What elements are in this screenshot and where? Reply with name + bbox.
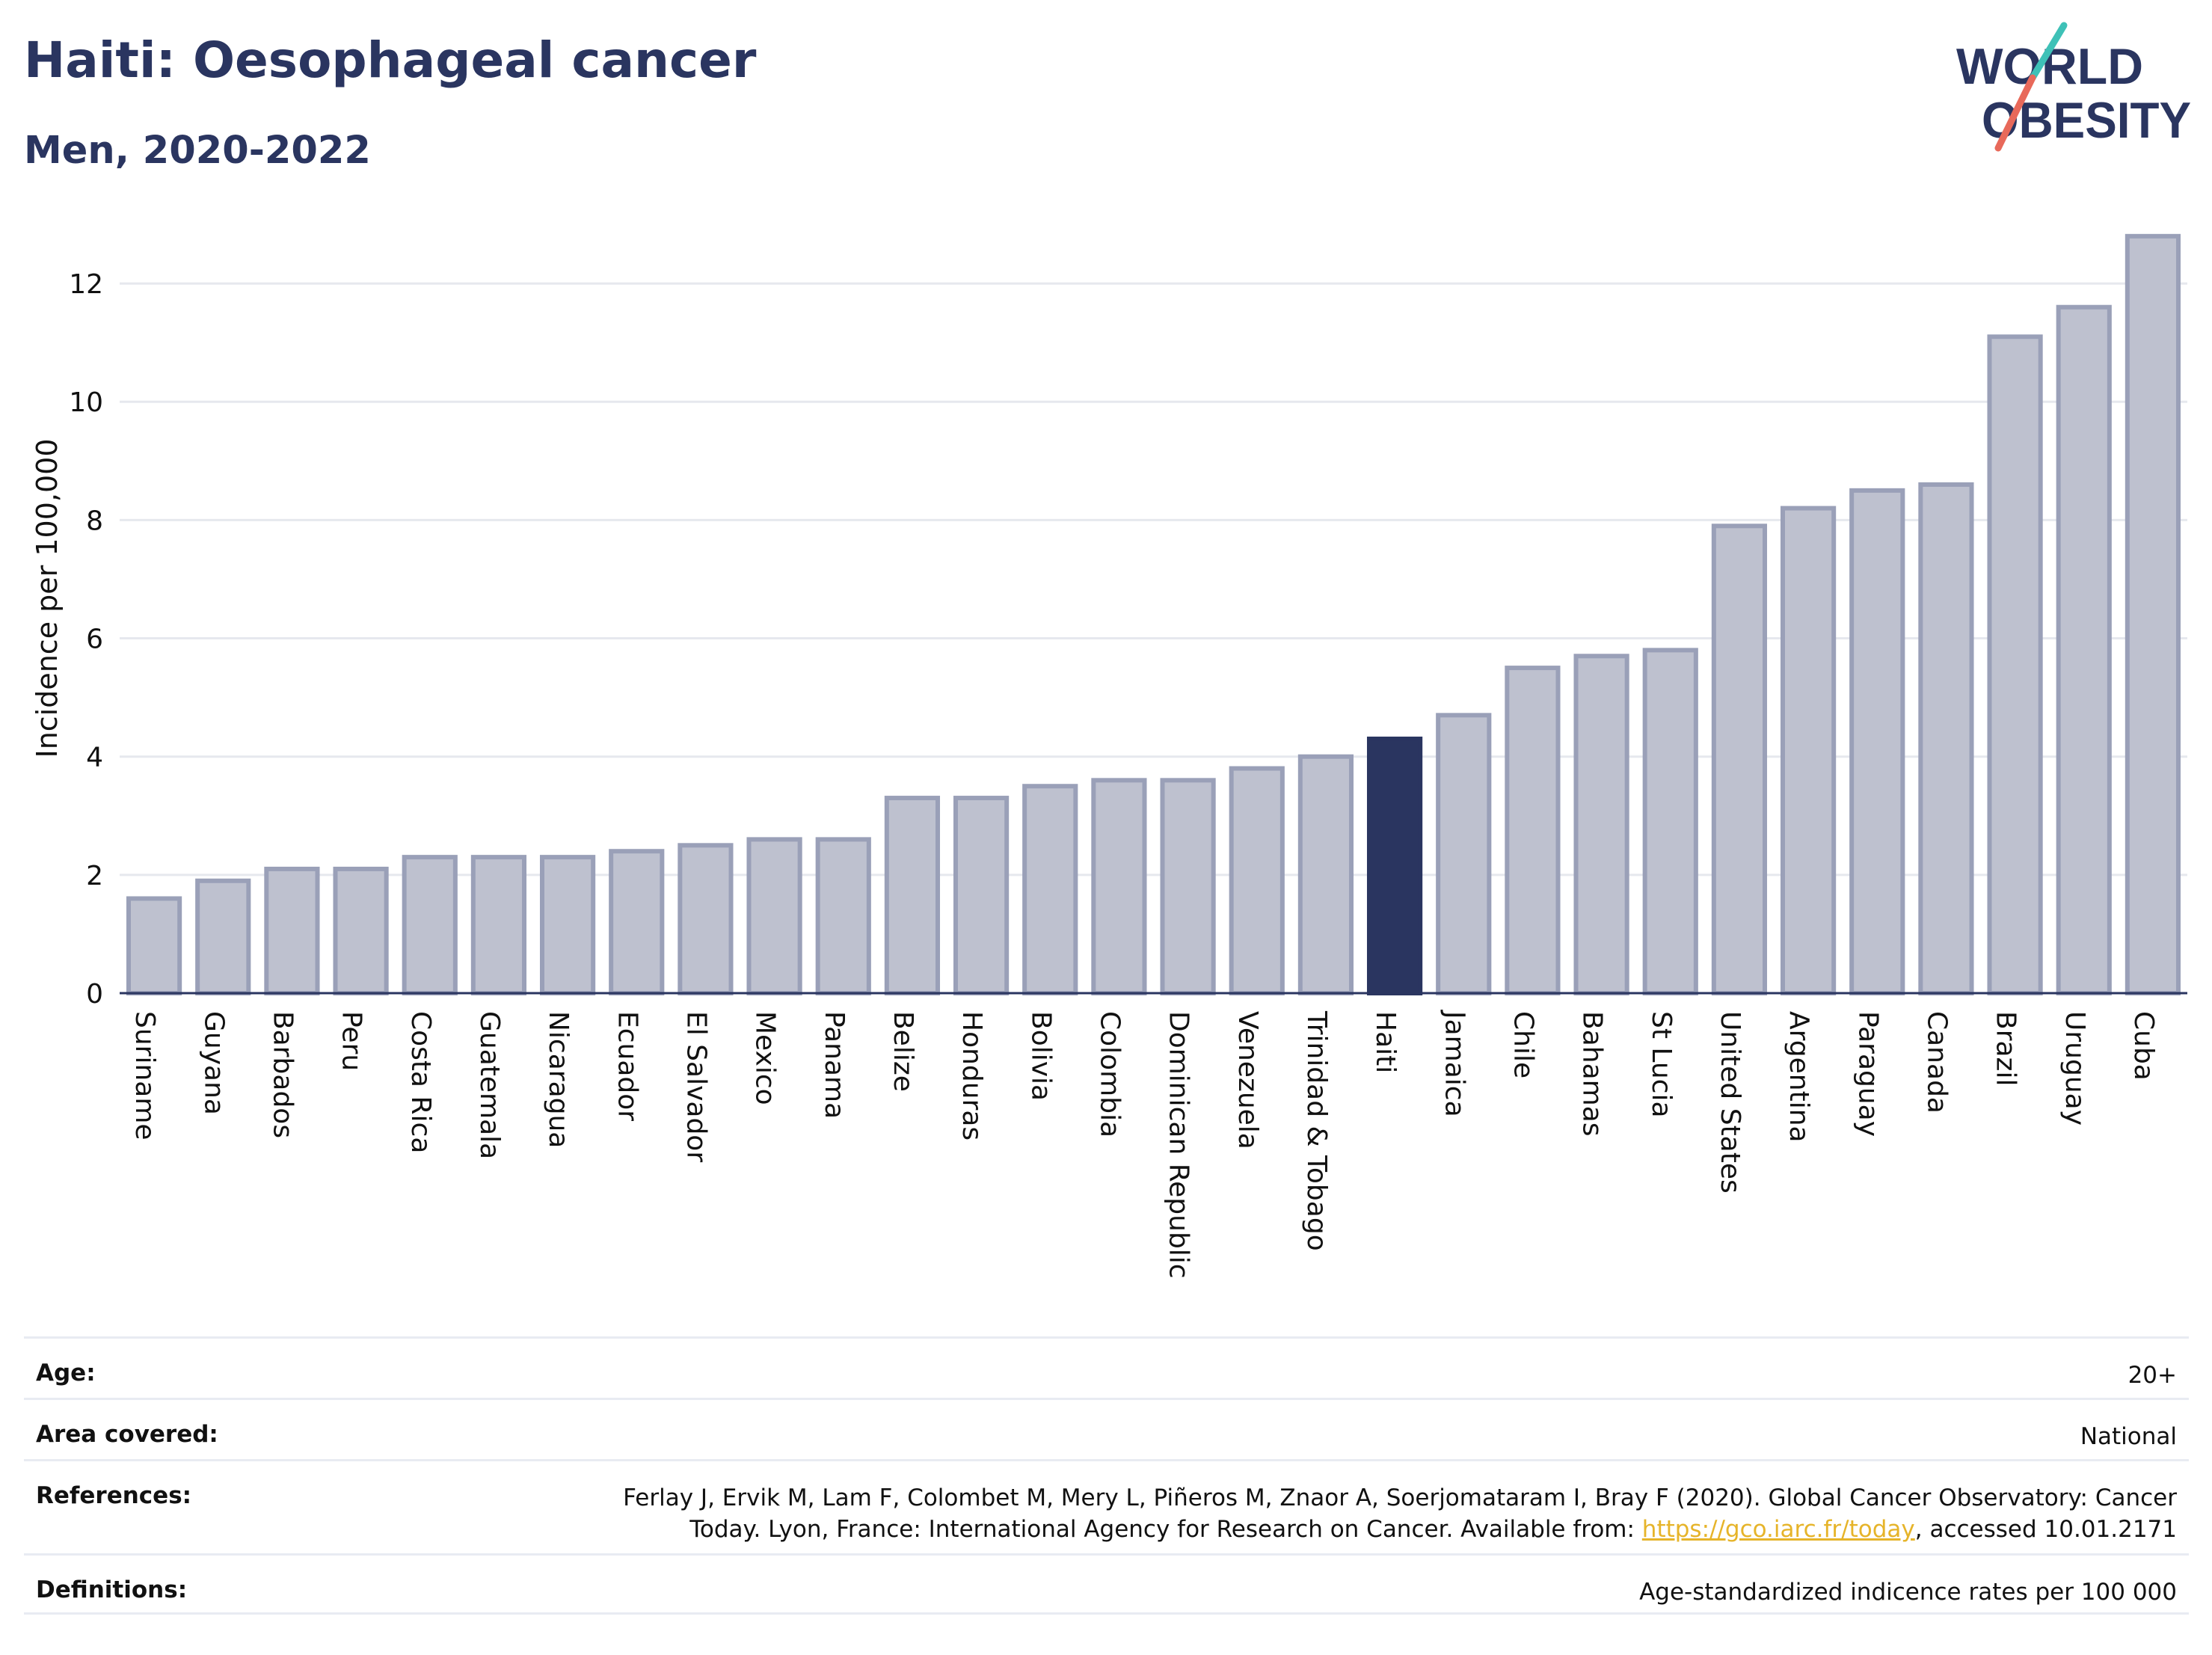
bar-st-lucia bbox=[1642, 648, 1698, 995]
bar-argentina bbox=[1780, 506, 1837, 995]
reference-line-2-prefix: Today. Lyon, France: International Agenc… bbox=[689, 1516, 1642, 1543]
bar-guatemala bbox=[470, 855, 527, 995]
meta-label-definitions: Definitions: bbox=[36, 1576, 188, 1603]
bar-jamaica bbox=[1436, 713, 1492, 995]
reference-line-2-suffix: , accessed 10.01.2171 bbox=[1914, 1516, 2177, 1543]
meta-label-area: Area covered: bbox=[36, 1421, 218, 1448]
logo-slash-teal bbox=[2029, 22, 2068, 82]
bar-uruguay bbox=[2056, 304, 2112, 995]
x-tick-label: Guatemala bbox=[474, 1011, 505, 1159]
bar-mexico bbox=[746, 837, 802, 996]
x-tick-label: Nicaragua bbox=[543, 1011, 574, 1148]
x-tick-label: Jamaica bbox=[1439, 1010, 1469, 1117]
bar-cuba bbox=[2125, 233, 2181, 996]
bar-haiti bbox=[1366, 736, 1423, 995]
grid-layer bbox=[120, 282, 2187, 876]
bar-honduras bbox=[953, 796, 1010, 995]
bar-barbados bbox=[264, 866, 320, 996]
x-tick-label: Brazil bbox=[1991, 1011, 2021, 1086]
x-tick-label: Guyana bbox=[198, 1011, 229, 1115]
page-subtitle: Men, 2020-2022 bbox=[24, 129, 371, 173]
x-tick-label: El Salvador bbox=[681, 1011, 711, 1162]
meta-value-definitions: Age-standardized indicence rates per 100… bbox=[1639, 1579, 2177, 1606]
x-tick-label: Bahamas bbox=[1577, 1011, 1608, 1137]
bar-canada bbox=[1918, 482, 1974, 995]
x-tick-label: Ecuador bbox=[612, 1011, 642, 1121]
bar-bahamas bbox=[1573, 654, 1629, 995]
x-tick-label: Venezuela bbox=[1232, 1011, 1263, 1149]
metadata-table: Age: 20+ Area covered: National Referenc… bbox=[24, 1336, 2189, 1615]
x-tick-label: Bolivia bbox=[1025, 1011, 1056, 1101]
bar-brazil bbox=[1987, 334, 2043, 995]
reference-line-1: Ferlay J, Ervik M, Lam F, Colombet M, Me… bbox=[623, 1484, 2177, 1511]
y-tick-label: 6 bbox=[86, 624, 103, 655]
bar-chile bbox=[1505, 666, 1561, 995]
reference-line-2: Today. Lyon, France: International Agenc… bbox=[623, 1514, 2177, 1545]
y-axis-label: Incidence per 100,000 bbox=[31, 438, 64, 758]
bar-peru bbox=[333, 866, 389, 996]
x-tick-label: Colombia bbox=[1094, 1011, 1125, 1137]
x-tick-label: Uruguay bbox=[2059, 1011, 2090, 1126]
x-tick-label: St Lucia bbox=[1646, 1011, 1677, 1118]
meta-row-definitions: Definitions: Age-standardized indicence … bbox=[24, 1553, 2189, 1615]
bar-belize bbox=[884, 796, 941, 995]
meta-row-references: References: Ferlay J, Ervik M, Lam F, Co… bbox=[24, 1459, 2189, 1553]
x-tick-label: Argentina bbox=[1784, 1011, 1814, 1143]
bar-bolivia bbox=[1022, 784, 1078, 995]
meta-value-age: 20+ bbox=[2127, 1362, 2177, 1389]
page-title: Haiti: Oesophageal cancer bbox=[24, 31, 757, 89]
bar-el-salvador bbox=[678, 843, 734, 996]
logo-line-2: OBESITY bbox=[1982, 92, 2191, 149]
x-tick-label: Barbados bbox=[267, 1011, 298, 1138]
bar-venezuela bbox=[1229, 766, 1285, 995]
y-tick-label: 10 bbox=[69, 387, 103, 418]
bar-dominican-republic bbox=[1160, 778, 1216, 996]
x-tick-label: Panama bbox=[819, 1011, 850, 1119]
bar-costa-rica bbox=[402, 855, 458, 995]
logo-slash-red bbox=[1994, 74, 2036, 152]
x-tick-label: Belize bbox=[888, 1011, 918, 1092]
bar-panama bbox=[815, 837, 871, 996]
reference-link[interactable]: https://gco.iarc.fr/today bbox=[1641, 1516, 1915, 1543]
y-tick-label: 2 bbox=[86, 861, 103, 891]
x-tick-label: Haiti bbox=[1370, 1011, 1401, 1073]
bar-nicaragua bbox=[539, 855, 596, 995]
x-tick-label: Costa Rica bbox=[405, 1011, 436, 1153]
bars-layer bbox=[126, 233, 2181, 996]
x-tick-label: Dominican Republic bbox=[1164, 1011, 1194, 1279]
x-tick-label: Chile bbox=[1508, 1011, 1538, 1078]
bar-paraguay bbox=[1849, 488, 1905, 995]
x-tick-label: Trinidad & Tobago bbox=[1301, 1010, 1332, 1251]
y-tick-label: 4 bbox=[86, 743, 103, 773]
meta-label-references: References: bbox=[36, 1482, 192, 1509]
meta-row-age: Age: 20+ bbox=[24, 1336, 2189, 1398]
x-tick-label: United States bbox=[1715, 1011, 1745, 1194]
bar-colombia bbox=[1091, 778, 1147, 996]
bar-united-states bbox=[1711, 523, 1768, 995]
x-tick-label: Honduras bbox=[956, 1011, 987, 1140]
x-tick-label: Suriname bbox=[129, 1011, 160, 1140]
x-tick-label: Cuba bbox=[2128, 1011, 2159, 1081]
x-tick-label: Canada bbox=[1921, 1011, 1952, 1114]
axis-layer: 0 2 4 6 8 10 12 Suriname Guyana Barbados Peru Costa… bbox=[69, 269, 2187, 1279]
x-tick-label: Mexico bbox=[750, 1011, 781, 1105]
meta-value-references: Ferlay J, Ervik M, Lam F, Colombet M, Me… bbox=[623, 1482, 2177, 1545]
y-tick-label: 0 bbox=[86, 979, 103, 1010]
bar-guyana bbox=[195, 878, 251, 996]
meta-value-area: National bbox=[2080, 1423, 2177, 1450]
meta-row-area: Area covered: National bbox=[24, 1398, 2189, 1459]
y-tick-label: 8 bbox=[86, 506, 103, 536]
world-obesity-logo: WORLD OBESITY bbox=[1956, 22, 2191, 152]
x-tick-label: Peru bbox=[337, 1011, 367, 1071]
bar-trinidad-tobago bbox=[1297, 754, 1354, 995]
x-tick-label: Paraguay bbox=[1852, 1011, 1883, 1137]
bar-chart: 0 2 4 6 8 10 12 Suriname Guyana Barbados Peru Costa… bbox=[31, 233, 2187, 1279]
bar-ecuador bbox=[609, 849, 665, 995]
y-tick-label: 12 bbox=[69, 269, 103, 300]
bar-suriname bbox=[126, 896, 182, 996]
meta-label-age: Age: bbox=[36, 1360, 96, 1387]
